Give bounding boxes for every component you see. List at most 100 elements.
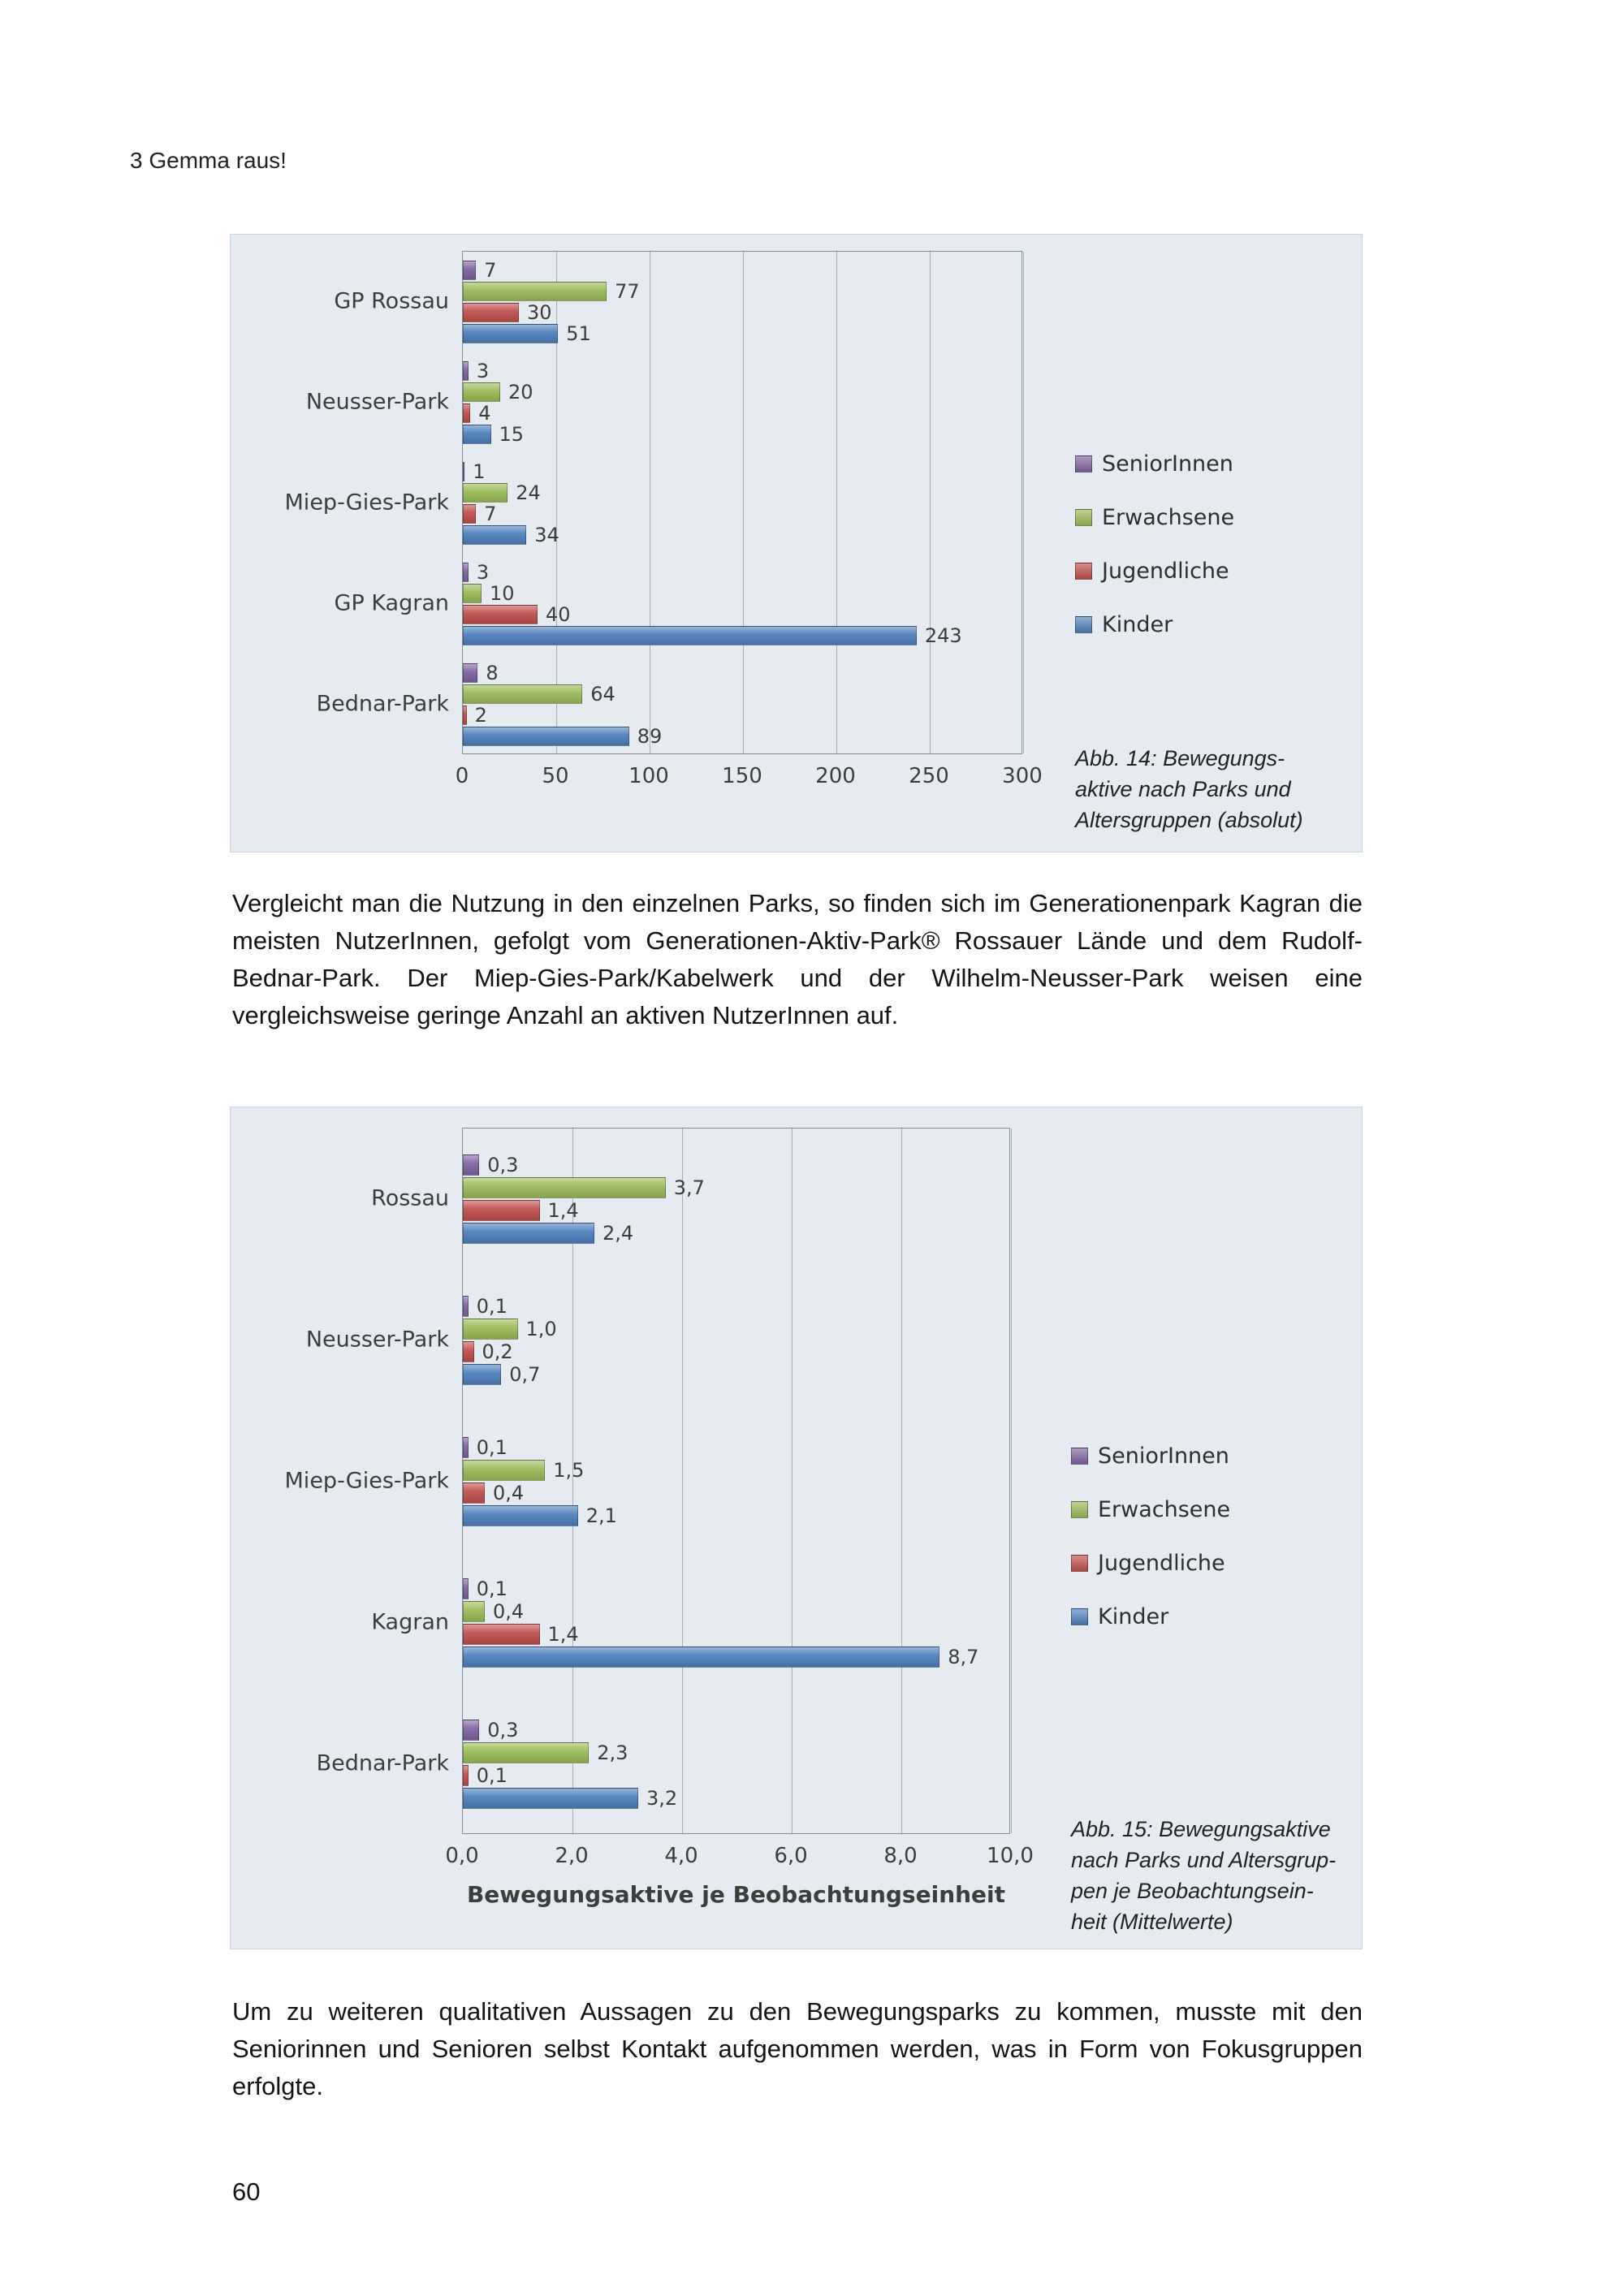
gridline [681,1129,683,1833]
category-label: GP Kagran [334,590,449,616]
bar-value-label: 8,7 [948,1646,979,1668]
gridline [836,252,837,753]
bar-erwachsene [463,1460,546,1481]
running-header: 3 Gemma raus! [130,148,287,173]
x-tick-label: 200 [815,764,856,788]
bar-seniorinnen [463,261,477,280]
chart-abb14: 7 77 30 51 3 20 4 15 1 24 7 34 3 10 40 243 8 64 2 89 0 50 100 1… [231,235,1362,852]
bar-value-label: 0,4 [493,1600,525,1623]
bar-value-label: 0,2 [482,1340,513,1363]
bar-value-label: 7 [484,503,497,525]
category-label: Bednar-Park [316,1750,449,1776]
legend-item-jugendliche: Jugendliche [1075,559,1234,584]
bar-value-label: 1,4 [547,1199,579,1222]
bar-kinder [463,626,917,645]
bar-value-label: 24 [516,481,541,504]
gridline [929,252,931,753]
gridline [742,252,744,753]
bar-jugendliche [463,605,538,624]
gridline [791,1129,793,1833]
category-label: Neusser-Park [305,389,449,415]
bar-jugendliche [463,404,471,423]
bar-value-label: 0,4 [493,1482,525,1504]
category-label: Bednar-Park [316,691,449,717]
gridline [1010,1129,1012,1833]
bar-kinder [463,727,629,746]
legend-label: Erwachsene [1098,1496,1231,1522]
x-tick-label: 250 [909,764,949,788]
category-label: Miep-Gies-Park [284,1468,449,1494]
bar-value-label: 0,3 [487,1719,519,1741]
x-tick-label: 0,0 [445,1844,479,1868]
bar-kinder [463,1788,638,1809]
legend-swatch [1075,455,1092,473]
legend-item-erwachsene: Erwachsene [1075,505,1234,530]
bar-value-label: 77 [615,280,640,303]
plot-area: 7 77 30 51 3 20 4 15 1 24 7 34 3 10 40 243 8 64 2 89 [462,251,1024,754]
bar-seniorinnen [463,663,478,683]
bar-value-label: 1,0 [525,1318,557,1340]
bar-value-label: 4 [478,402,491,425]
x-tick-label: 4,0 [664,1844,698,1868]
x-tick-label: 0 [455,764,469,788]
plot-area: 0,3 3,7 1,4 2,4 0,1 1,0 0,2 0,7 0,1 1,5 0,4 2,1 0,1 0… [462,1128,1012,1834]
bar-jugendliche [463,504,477,524]
x-tick-label: 100 [628,764,669,788]
bar-jugendliche [463,1200,540,1221]
bar-value-label: 3,7 [673,1176,705,1199]
category-label: Miep-Gies-Park [284,490,449,516]
x-tick-label: 8,0 [883,1844,918,1868]
bar-value-label: 243 [924,624,962,647]
bar-kinder [463,1646,940,1668]
legend-item-erwachsene: Erwachsene [1071,1496,1231,1522]
bar-jugendliche [463,1624,540,1645]
legend-abb15: SeniorInnen Erwachsene Jugendliche Kinder [1071,1444,1230,1659]
gridline [1022,252,1024,753]
category-label: Neusser-Park [305,1327,449,1353]
bar-kinder [463,425,491,444]
bar-erwachsene [463,483,508,503]
legend-swatch [1071,1447,1088,1465]
bar-value-label: 1,4 [547,1623,579,1646]
bar-seniorinnen [463,1154,480,1176]
caption-abb14: Abb. 14: Bewegungs- aktive nach Parks un… [1075,746,1303,832]
bar-value-label: 0,1 [476,1577,508,1600]
bar-kinder [463,1505,578,1526]
bar-value-label: 3 [476,561,490,584]
bar-value-label: 51 [566,322,591,345]
category-label: Rossau [371,1185,449,1211]
bar-kinder [463,1364,502,1385]
chart-abb15: 0,3 3,7 1,4 2,4 0,1 1,0 0,2 0,7 0,1 1,5 0,4 2,1 0,1 0… [231,1107,1362,1949]
gridline [555,252,557,753]
bar-erwachsene [463,282,607,301]
bar-value-label: 64 [590,683,615,706]
bar-value-label: 2,1 [585,1504,617,1527]
category-label: GP Rossau [334,288,449,314]
bar-value-label: 0,1 [476,1295,508,1318]
x-tick-label: 300 [1002,764,1043,788]
bar-value-label: 0,1 [476,1436,508,1459]
legend-swatch [1071,1608,1088,1625]
figure-abb14: 7 77 30 51 3 20 4 15 1 24 7 34 3 10 40 243 8 64 2 89 0 50 100 1… [230,234,1363,852]
bar-value-label: 3,2 [646,1787,678,1810]
bar-value-label: 0,1 [476,1764,508,1787]
legend-label: Kinder [1098,1603,1169,1629]
bar-seniorinnen [463,462,465,481]
bar-jugendliche [463,1341,474,1362]
bar-erwachsene [463,584,482,603]
bar-seniorinnen [463,1296,469,1317]
legend-label: Jugendliche [1098,1550,1225,1576]
legend-label: SeniorInnen [1102,451,1233,477]
bar-erwachsene [463,1177,666,1198]
bar-kinder [463,525,527,545]
bar-value-label: 3 [476,360,490,382]
bar-jugendliche [463,1765,469,1786]
page-number: 60 [232,2177,261,2206]
legend-swatch [1075,562,1092,580]
bar-seniorinnen [463,361,469,381]
bar-seniorinnen [463,1437,469,1458]
bar-value-label: 0,7 [509,1363,541,1386]
bar-value-label: 1 [473,460,486,483]
legend-item-seniorinnen: SeniorInnen [1071,1444,1230,1469]
